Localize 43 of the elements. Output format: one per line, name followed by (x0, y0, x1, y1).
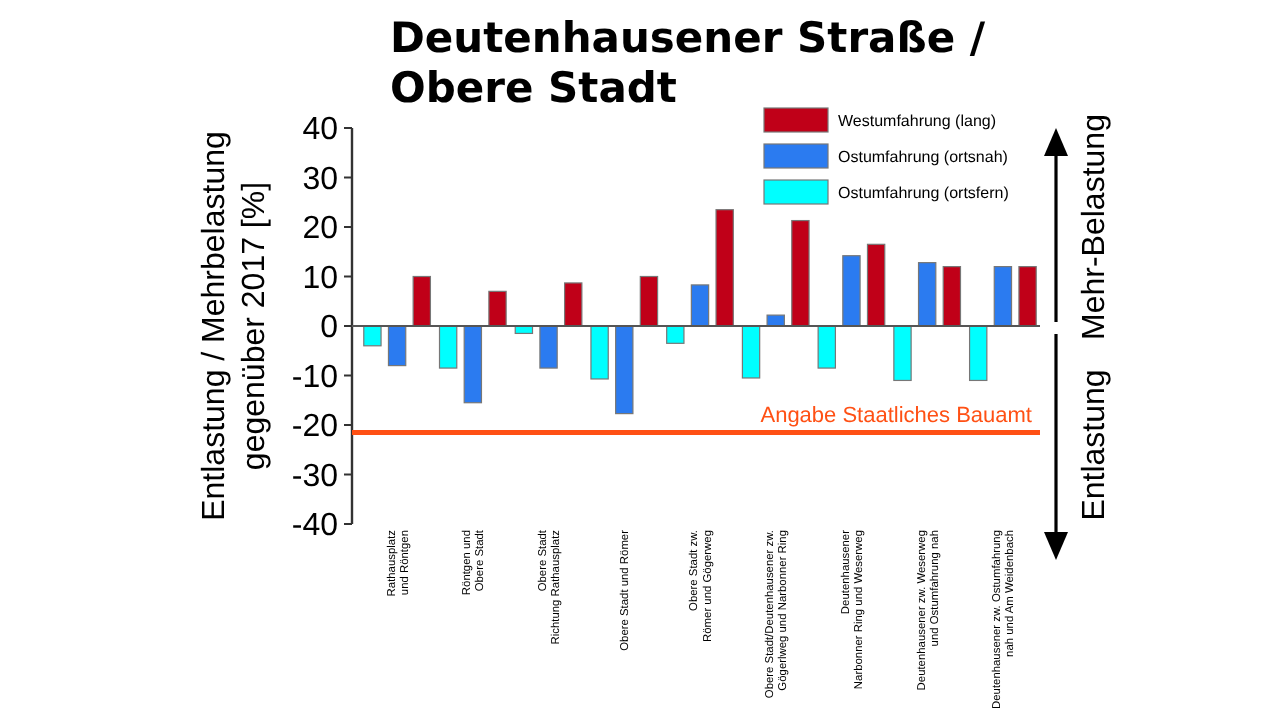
y-tick-label: -20 (291, 410, 339, 445)
bar (942, 266, 962, 327)
bar (666, 325, 685, 344)
y-tick-label: 10 (302, 261, 339, 296)
bar (893, 325, 912, 382)
bar (715, 209, 734, 327)
bar (363, 325, 382, 347)
bar (993, 266, 1013, 327)
chart-title: Deutenhausener Straße / Obere Stadt (390, 14, 986, 112)
text: Mehr-Belastung (1078, 114, 1112, 340)
bar (1018, 266, 1037, 327)
y-tick-label: -30 (291, 459, 339, 494)
y-tick-label: -10 (291, 360, 339, 395)
bar (791, 219, 810, 327)
y-tick-label: -40 (291, 509, 339, 544)
bar (488, 290, 507, 327)
text: Entlastung (1078, 369, 1112, 521)
bar (639, 275, 659, 327)
y-axis-title: Entlastung / Mehrbelastung gegenüber 2017 [%] (198, 131, 272, 521)
legend-label: Ostumfahrung (ortsnah) (838, 147, 1009, 166)
bar (539, 325, 558, 369)
y-tick-label: 40 (302, 113, 339, 148)
bar (968, 325, 988, 382)
bar (842, 255, 861, 327)
bar (590, 325, 609, 380)
bar (387, 325, 407, 367)
bar (412, 275, 432, 327)
bar (563, 282, 583, 327)
bar (741, 325, 761, 379)
bar (917, 262, 937, 327)
legend-label: Ostumfahrung (ortsfern) (838, 183, 1010, 202)
bar (866, 243, 886, 327)
bar (438, 325, 458, 369)
y-tick-label: 30 (302, 162, 339, 197)
legend-label: Westumfahrung (lang) (838, 111, 997, 130)
bar (766, 314, 785, 327)
bar (817, 325, 837, 369)
bar (690, 284, 710, 327)
y-tick-label: 20 (302, 212, 339, 247)
bar (615, 325, 634, 415)
ref-line-label: Angabe Staatliches Bauamt (760, 404, 1032, 429)
y-tick-label: 0 (320, 311, 339, 346)
bar (463, 325, 483, 404)
